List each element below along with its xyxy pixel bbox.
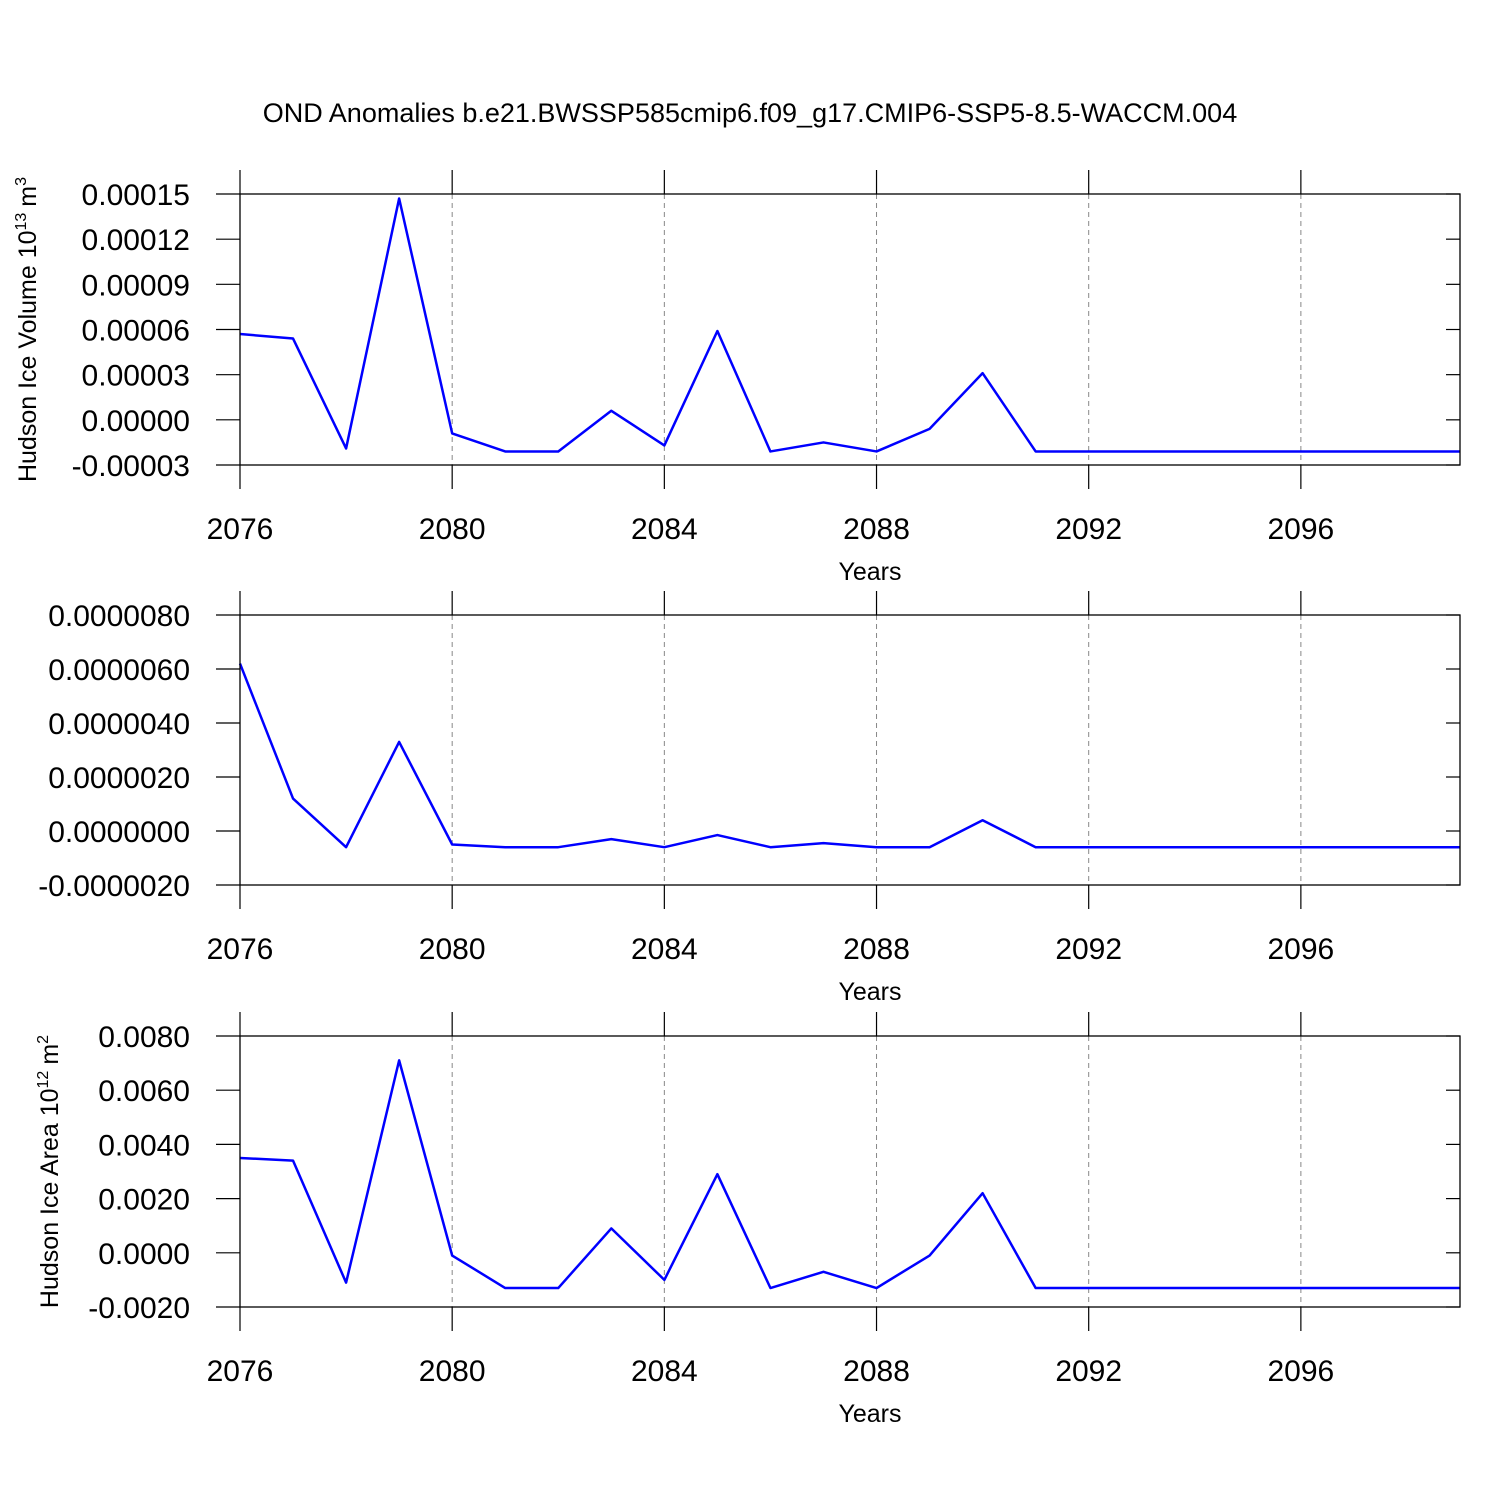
y-tick-label: 0.00009 bbox=[82, 269, 190, 302]
y-tick-label: -0.0020 bbox=[88, 1292, 190, 1325]
y-tick-label: 0.0020 bbox=[98, 1184, 190, 1217]
y-tick-label: 0.0000 bbox=[98, 1238, 190, 1271]
plot-frame bbox=[239, 193, 1461, 466]
y-tick-label: 0.00003 bbox=[82, 360, 190, 393]
y-axis-label: Hudson Ice Area 1012 m2 bbox=[35, 1035, 64, 1308]
y-tick-label: 0.0040 bbox=[98, 1129, 190, 1162]
x-tick-label: 2076 bbox=[207, 933, 274, 966]
y-axis-label-unit-exponent: 2 bbox=[35, 1035, 52, 1044]
x-tick-label: 2080 bbox=[419, 933, 486, 966]
x-tick-label: 2076 bbox=[207, 513, 274, 546]
y-axis-label-text: Hudson Ice Volume 10 bbox=[14, 230, 42, 482]
y-tick-label: 0.0080 bbox=[98, 1021, 190, 1054]
data-line bbox=[238, 663, 1460, 849]
x-axis-label: Years bbox=[838, 1400, 901, 1428]
y-tick-label: -0.00003 bbox=[72, 450, 190, 483]
y-tick-label: 0.00006 bbox=[82, 315, 190, 348]
y-tick-label: 0.0000000 bbox=[48, 816, 190, 849]
y-tick-label: 0.00000 bbox=[82, 405, 190, 438]
y-axis-label-exponent: 13 bbox=[13, 213, 30, 231]
x-tick-label: 2088 bbox=[843, 933, 910, 966]
x-tick-label: 2096 bbox=[1267, 513, 1334, 546]
x-tick-label: 2088 bbox=[843, 1355, 910, 1388]
x-tick-label: 2084 bbox=[631, 513, 698, 546]
x-tick-label: 2084 bbox=[631, 1355, 698, 1388]
x-tick-label: 2092 bbox=[1055, 1355, 1122, 1388]
plot-frame bbox=[239, 614, 1461, 886]
y-axis-label-unit: m bbox=[14, 186, 42, 207]
y-axis-label: Hudson Ice Volume 1013 m3 bbox=[13, 177, 42, 482]
x-tick-label: 2096 bbox=[1267, 1355, 1334, 1388]
x-tick-label: 2092 bbox=[1055, 513, 1122, 546]
data-line bbox=[239, 1059, 1460, 1290]
data-line bbox=[239, 197, 1460, 453]
x-tick-label: 2096 bbox=[1267, 933, 1334, 966]
y-tick-label: -0.0000020 bbox=[38, 870, 190, 903]
x-axis-label: Years bbox=[838, 978, 901, 1006]
x-tick-label: 2092 bbox=[1055, 933, 1122, 966]
x-tick-label: 2080 bbox=[419, 513, 486, 546]
x-tick-label: 2084 bbox=[631, 933, 698, 966]
plot-frame bbox=[239, 1035, 1461, 1308]
y-axis-label: Hudson Snow Volume 1013m3 bbox=[0, 583, 2, 917]
y-tick-label: 0.0000080 bbox=[48, 600, 190, 633]
x-tick-label: 2080 bbox=[419, 1355, 486, 1388]
y-tick-label: 0.0060 bbox=[98, 1075, 190, 1108]
chart-title: OND Anomalies b.e21.BWSSP585cmip6.f09_g1… bbox=[263, 98, 1237, 128]
y-axis-label-exponent: 12 bbox=[35, 1071, 52, 1089]
y-axis-label-text: Hudson Snow Volume 10 bbox=[0, 636, 2, 917]
y-tick-label: 0.0000060 bbox=[48, 654, 190, 687]
y-axis-label-unit: m bbox=[36, 1044, 64, 1065]
y-axis-label-unit-exponent: 3 bbox=[13, 177, 30, 186]
y-tick-label: 0.00012 bbox=[82, 224, 190, 257]
x-axis-label: Years bbox=[838, 558, 901, 586]
y-tick-label: 0.0000020 bbox=[48, 762, 190, 795]
y-tick-label: 0.00015 bbox=[82, 179, 190, 212]
y-axis-label-text: Hudson Ice Area 10 bbox=[36, 1088, 64, 1308]
x-tick-label: 2076 bbox=[207, 1355, 274, 1388]
x-tick-label: 2088 bbox=[843, 513, 910, 546]
y-axis-label-unit: m bbox=[0, 592, 2, 613]
y-tick-label: 0.0000040 bbox=[48, 708, 190, 741]
